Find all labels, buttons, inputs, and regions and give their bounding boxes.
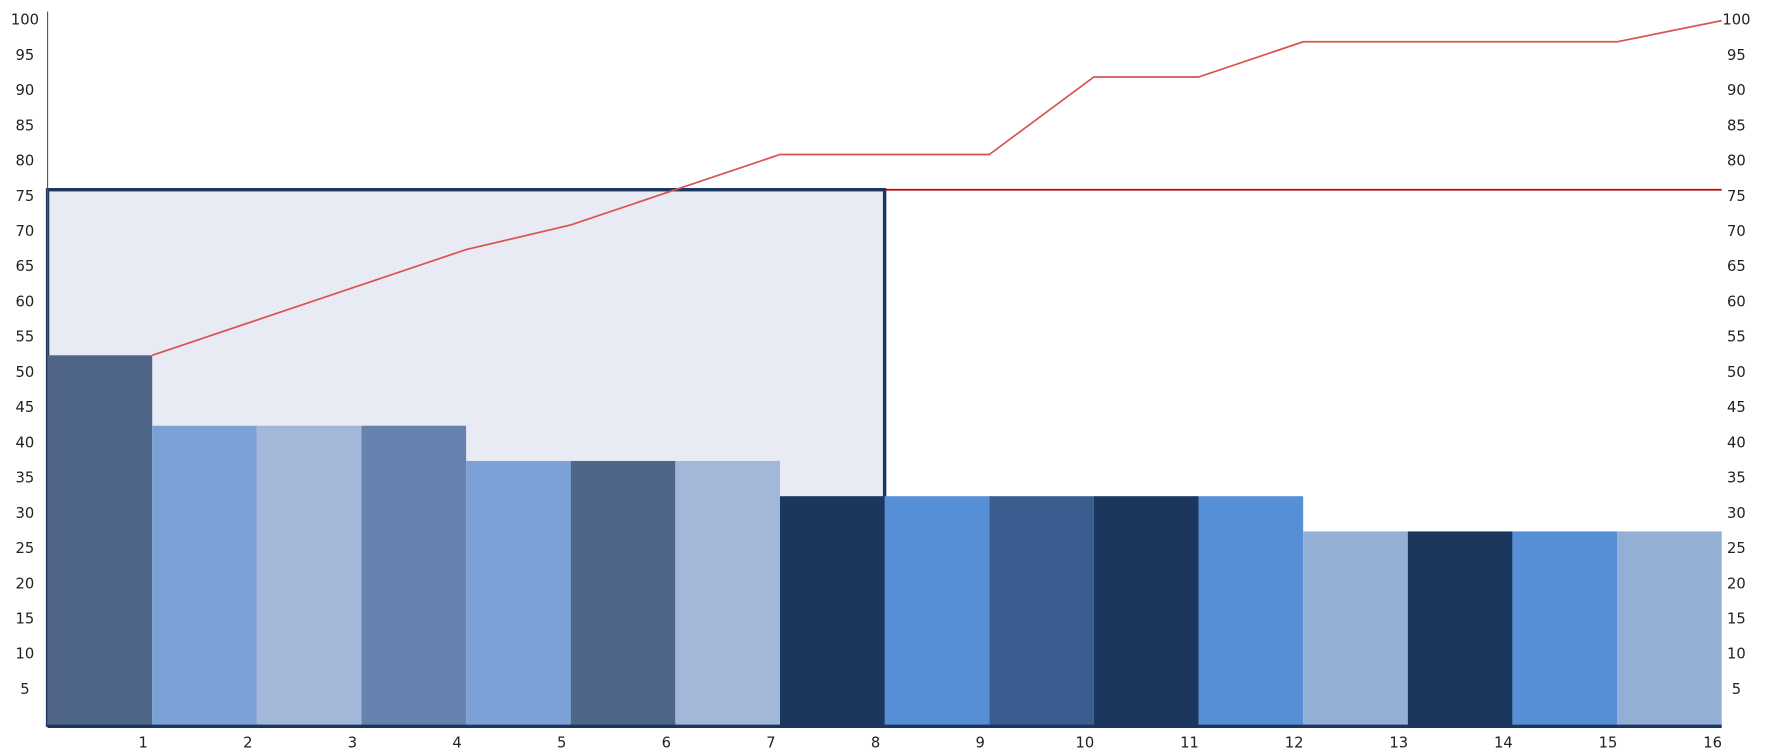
y-tick-label: 50 [16, 364, 35, 381]
y2-tick-label: 45 [1727, 399, 1746, 416]
y-tick-label: 35 [16, 470, 35, 487]
x-tick-label: 12 [1285, 734, 1304, 751]
y2-tick-label: 65 [1727, 258, 1746, 275]
y2-tick-label: 10 [1727, 646, 1746, 663]
y2-tick-label: 90 [1727, 82, 1746, 99]
x-tick-label: 9 [976, 734, 985, 751]
y-tick-label: 40 [16, 434, 35, 451]
bar [256, 425, 362, 726]
bar [884, 496, 990, 726]
x-tick-label: 1 [138, 734, 147, 751]
bar [361, 425, 467, 726]
y-tick-label: 95 [16, 47, 35, 64]
x-tick-label: 10 [1075, 734, 1094, 751]
bar [675, 460, 781, 726]
x-tick-label: 6 [662, 734, 671, 751]
y-tick-label: 100 [11, 12, 39, 29]
y-tick-label: 10 [16, 646, 35, 663]
y-tick-label: 85 [16, 117, 35, 134]
y2-tick-label: 85 [1727, 117, 1746, 134]
y2-tick-label: 40 [1727, 434, 1746, 451]
x-tick-label: 4 [452, 734, 461, 751]
x-tick-label: 14 [1494, 734, 1513, 751]
y-tick-label: 75 [16, 188, 35, 205]
y-tick-label: 70 [16, 223, 35, 240]
x-tick-label: 7 [766, 734, 775, 751]
bar [1198, 496, 1304, 726]
x-tick-label: 5 [557, 734, 566, 751]
bar [989, 496, 1094, 726]
y2-tick-label: 50 [1727, 364, 1746, 381]
x-tick-label: 11 [1180, 734, 1199, 751]
y-tick-label: 65 [16, 258, 35, 275]
y-tick-label: 90 [16, 82, 35, 99]
y2-tick-label: 95 [1727, 47, 1746, 64]
x-tick-label: 15 [1599, 734, 1618, 751]
y-tick-label: 60 [16, 293, 35, 310]
bar [780, 496, 885, 726]
y2-tick-label: 100 [1722, 12, 1750, 29]
y2-tick-label: 20 [1727, 575, 1746, 592]
y2-tick-label: 30 [1727, 505, 1746, 522]
x-tick-label: 13 [1389, 734, 1408, 751]
y-tick-label: 55 [16, 329, 35, 346]
y-tick-label: 5 [20, 681, 29, 698]
bar [570, 460, 676, 726]
bar [1512, 531, 1618, 726]
x-tick-label: 16 [1703, 734, 1722, 751]
bar [1303, 531, 1408, 726]
x-tick-label: 8 [871, 734, 880, 751]
y-tick-label: 15 [16, 610, 35, 627]
bar [1093, 496, 1199, 726]
bar [466, 460, 571, 726]
y-tick-label: 20 [16, 575, 35, 592]
y2-tick-label: 15 [1727, 610, 1746, 627]
y2-tick-label: 80 [1727, 153, 1746, 170]
bar [1407, 531, 1513, 726]
y2-tick-label: 60 [1727, 293, 1746, 310]
y2-tick-label: 70 [1727, 223, 1746, 240]
cumulative-line [151, 19, 1722, 357]
bar [1617, 531, 1722, 726]
y-tick-label: 30 [16, 505, 35, 522]
bar [152, 425, 257, 726]
x-tick-label: 2 [243, 734, 252, 751]
y2-tick-label: 25 [1727, 540, 1746, 557]
y-tick-label: 25 [16, 540, 35, 557]
y-tick-label: 80 [16, 153, 35, 170]
bar [47, 355, 153, 726]
y2-tick-label: 5 [1732, 681, 1741, 698]
y2-tick-label: 35 [1727, 470, 1746, 487]
x-tick-label: 3 [348, 734, 357, 751]
y-tick-label: 45 [16, 399, 35, 416]
y2-tick-label: 75 [1727, 188, 1746, 205]
y2-tick-label: 55 [1727, 329, 1746, 346]
